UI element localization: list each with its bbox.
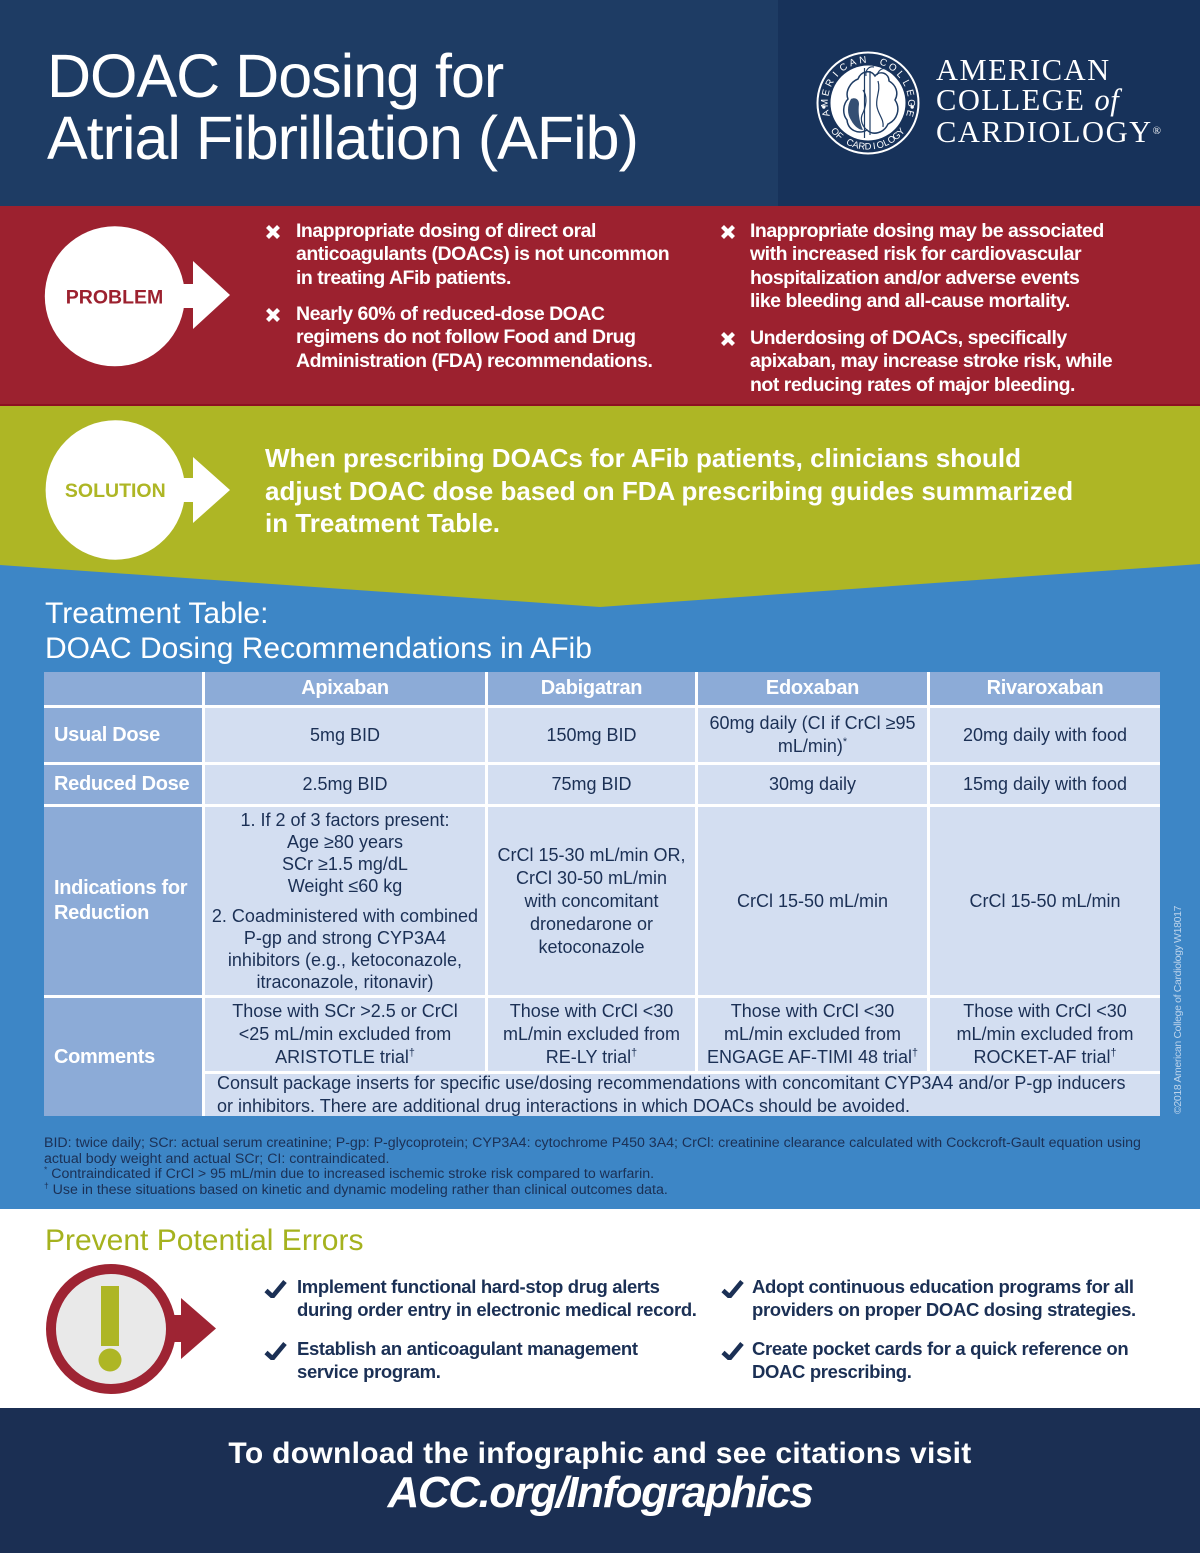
svg-text:M: M (820, 99, 831, 107)
svg-text:O: O (875, 138, 885, 151)
svg-text:E: E (820, 88, 832, 97)
svg-text:A: A (820, 108, 832, 117)
svg-text:C: C (845, 136, 856, 149)
svg-text:N: N (859, 55, 867, 67)
svg-text:D: D (865, 141, 872, 152)
svg-text:L: L (900, 78, 913, 88)
svg-text:L: L (881, 136, 890, 148)
svg-text:R: R (858, 140, 866, 152)
svg-text:G: G (905, 99, 916, 107)
svg-text:C: C (878, 57, 889, 70)
svg-text:L: L (894, 69, 906, 81)
svg-text:A: A (848, 57, 858, 70)
svg-text:I: I (872, 140, 876, 151)
svg-text:E: E (903, 109, 915, 118)
svg-text:I: I (831, 70, 841, 79)
svg-text:E: E (903, 88, 915, 97)
svg-text:A: A (851, 138, 861, 151)
svg-text:F: F (834, 130, 846, 142)
svg-text:PROBLEM: PROBLEM (66, 287, 164, 309)
svg-text:SOLUTION: SOLUTION (65, 480, 166, 502)
svg-text:R: R (824, 78, 837, 89)
